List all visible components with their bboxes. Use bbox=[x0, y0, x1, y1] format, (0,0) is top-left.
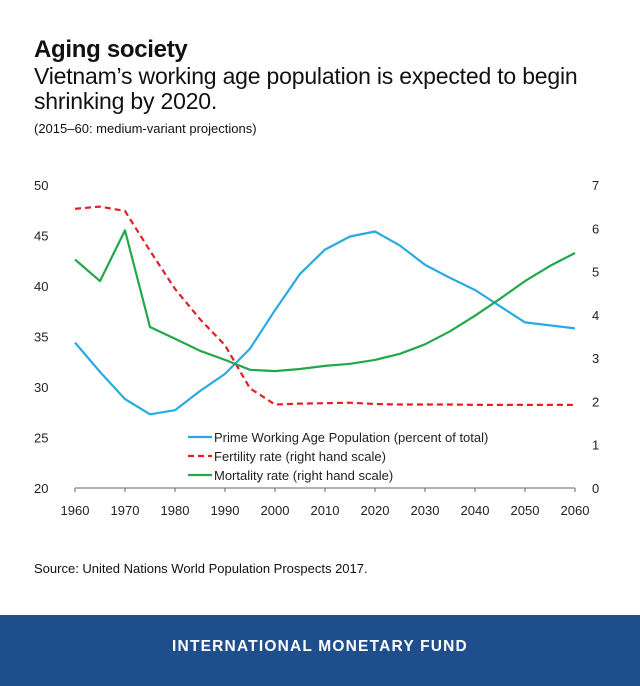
left-tick-label: 30 bbox=[34, 380, 48, 395]
x-tick-label: 1980 bbox=[161, 503, 190, 518]
x-tick-label: 1990 bbox=[211, 503, 240, 518]
right-tick-label: 7 bbox=[592, 178, 599, 193]
left-tick-label: 25 bbox=[34, 431, 48, 446]
right-tick-label: 1 bbox=[592, 438, 599, 453]
footer-label: INTERNATIONAL MONETARY FUND bbox=[172, 638, 468, 655]
left-axis-ticks: 20 25 30 35 40 45 50 bbox=[34, 178, 48, 496]
source-note: Source: United Nations World Population … bbox=[34, 561, 368, 576]
left-tick-label: 45 bbox=[34, 229, 48, 244]
x-tick-label: 2060 bbox=[561, 503, 590, 518]
left-tick-label: 50 bbox=[34, 178, 48, 193]
right-tick-label: 0 bbox=[592, 481, 599, 496]
x-tick-label: 2000 bbox=[261, 503, 290, 518]
legend-label-2: Fertility rate (right hand scale) bbox=[214, 449, 386, 464]
x-tick-label: 2030 bbox=[411, 503, 440, 518]
left-tick-label: 20 bbox=[34, 481, 48, 496]
x-tick-label: 1970 bbox=[111, 503, 140, 518]
right-tick-label: 3 bbox=[592, 351, 599, 366]
left-tick-label: 35 bbox=[34, 330, 48, 345]
series-line-2 bbox=[74, 205, 575, 406]
chart-subtitle: Vietnam’s working age population is expe… bbox=[34, 63, 578, 114]
x-tick-label: 2010 bbox=[311, 503, 340, 518]
legend: Prime Working Age Population (percent of… bbox=[188, 430, 488, 483]
right-tick-label: 2 bbox=[592, 394, 599, 409]
chart-title: Aging society bbox=[34, 36, 188, 63]
x-tick-label: 2050 bbox=[511, 503, 540, 518]
x-axis-ticks: 1960 1970 1980 1990 2000 2010 2020 2030 2040 2050… bbox=[61, 488, 590, 518]
legend-label-1: Prime Working Age Population (percent of… bbox=[214, 430, 488, 445]
x-tick-label: 1960 bbox=[61, 503, 90, 518]
legend-label-3: Mortality rate (right hand scale) bbox=[214, 468, 393, 483]
x-tick-label: 2040 bbox=[461, 503, 490, 518]
series-line-3 bbox=[74, 229, 576, 373]
series-lines bbox=[74, 205, 576, 416]
right-axis-ticks: 0 1 2 3 4 5 6 7 bbox=[592, 178, 599, 496]
left-tick-label: 40 bbox=[34, 279, 48, 294]
right-tick-label: 4 bbox=[592, 308, 599, 323]
right-tick-label: 6 bbox=[592, 221, 599, 236]
right-tick-label: 5 bbox=[592, 265, 599, 280]
projection-note: (2015–60: medium-variant projections) bbox=[34, 121, 257, 136]
x-tick-label: 2020 bbox=[361, 503, 390, 518]
footer-bar: INTERNATIONAL MONETARY FUND bbox=[0, 615, 640, 686]
series-line-1 bbox=[74, 230, 576, 416]
